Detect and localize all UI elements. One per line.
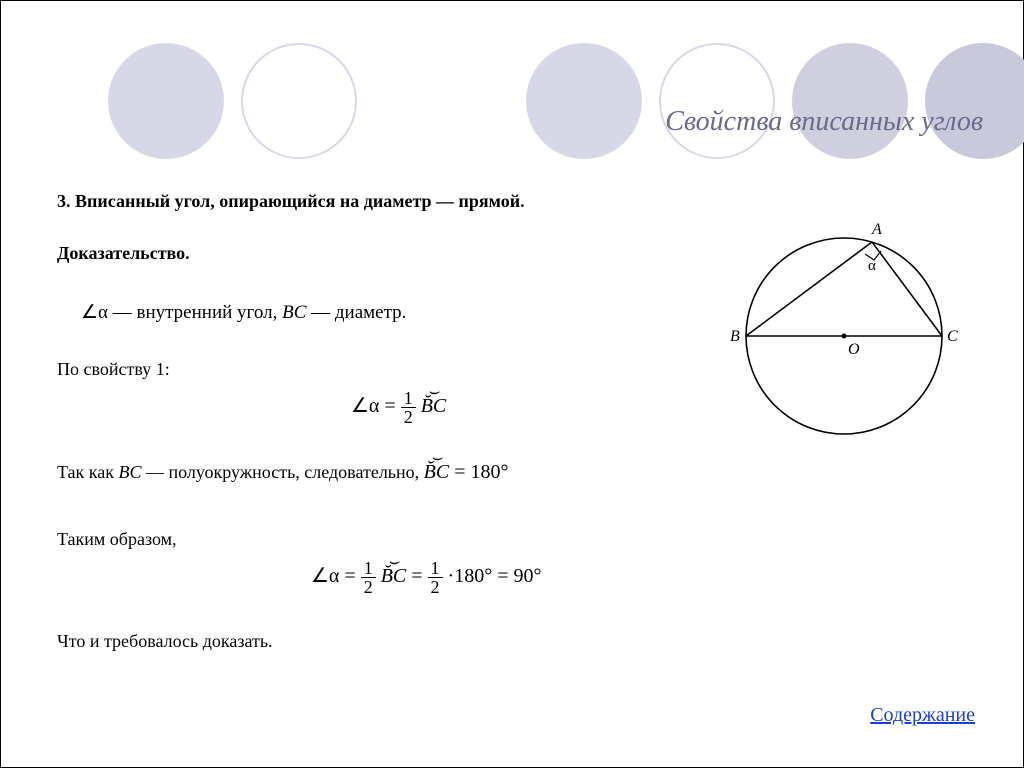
f3-lhs: ∠α — [311, 565, 339, 587]
geometry-diagram: A B C O α — [724, 216, 959, 441]
deco-circle-4 — [659, 43, 775, 159]
f1-eq: = — [379, 395, 400, 417]
f3-mid: ·180° = 90° — [443, 565, 542, 587]
slide-frame: Свойства вписанных углов 3. Вписанный уг… — [0, 0, 1024, 768]
f3-arc: B̆C — [381, 565, 407, 588]
deco-circle-6 — [925, 43, 1024, 159]
angle-alpha: ∠α — [81, 302, 108, 323]
l3-p3: — полуокружность, следовательно, — [142, 462, 424, 482]
deco-circle-5 — [792, 43, 908, 159]
deco-circle-1 — [108, 43, 224, 159]
l1-p2: — внутренний угол, — [108, 302, 282, 323]
proof-line-1: ∠α — внутренний угол, BC — диаметр. — [81, 301, 406, 324]
l1-p4: — диаметр. — [306, 302, 406, 323]
proof-line-3: Так как BC — полуокружность, следователь… — [57, 461, 509, 484]
f2-rest: = 180° — [449, 461, 508, 483]
f1-frac: 12 — [401, 389, 416, 426]
deco-circle-2 — [241, 43, 357, 159]
f1-lhs: ∠α — [351, 395, 379, 417]
qed: Что и требовалось доказать. — [57, 631, 273, 652]
proof-line-2: По свойству 1: — [57, 359, 170, 380]
theorem-text: Вписанный угол, опирающийся на диаметр —… — [75, 191, 525, 211]
formula-2: B̆C = 180° — [424, 461, 509, 483]
l3-p1: Так как — [57, 462, 119, 482]
svg-text:α: α — [868, 258, 876, 274]
svg-text:B: B — [730, 328, 740, 345]
l3-bc: BC — [119, 462, 142, 482]
svg-text:A: A — [871, 221, 882, 238]
f2-arc: B̆C — [424, 461, 450, 484]
f3-frac1: 12 — [361, 559, 376, 596]
formula-3: ∠α = 12 B̆C = 12 ·180° = 90° — [311, 559, 541, 596]
toc-link[interactable]: Содержание — [870, 704, 975, 727]
proof-label: Доказательство. — [57, 243, 190, 264]
slide-title: Свойства вписанных углов — [665, 106, 983, 138]
svg-text:O: O — [848, 341, 860, 358]
proof-line-4: Таким образом, — [57, 529, 177, 550]
f3-eq1: = — [339, 565, 360, 587]
svg-text:C: C — [947, 328, 958, 345]
f1-arc: B̆C — [421, 395, 447, 418]
formula-1: ∠α = 12 B̆C — [351, 389, 446, 426]
theorem-statement: 3. Вписанный угол, опирающийся на диамет… — [57, 191, 525, 212]
l1-bc: BC — [282, 302, 306, 323]
f3-frac2: 12 — [428, 559, 443, 596]
deco-circle-3 — [526, 43, 642, 159]
f3-eq2: = — [406, 565, 427, 587]
theorem-number: 3. — [57, 191, 71, 211]
